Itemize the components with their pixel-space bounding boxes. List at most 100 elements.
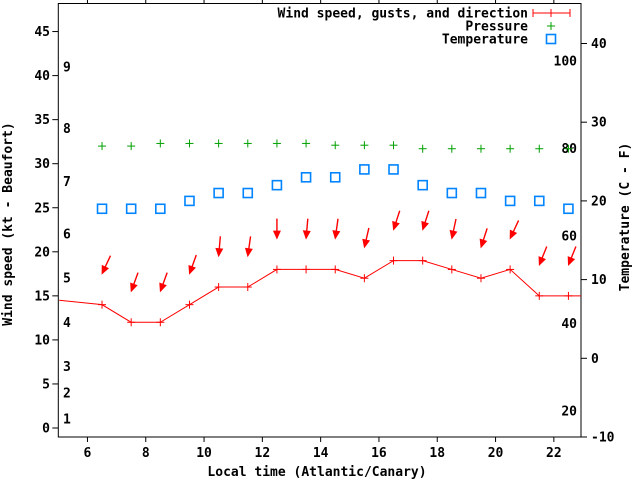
temperature-marker [184, 195, 195, 207]
kt-tick-label: 30 [34, 157, 50, 172]
beaufort-label: 7 [63, 175, 71, 190]
kt-tick-label: 5 [42, 377, 50, 392]
kt-tick-label: 40 [34, 69, 50, 84]
legend-temperature-sample [545, 33, 557, 45]
wind-direction-arrow-head [449, 229, 458, 240]
wind-direction-arrow-head [567, 256, 576, 266]
wind-direction-arrow [101, 255, 112, 275]
x-axis-title: Local time (Atlantic/Canary) [207, 465, 426, 480]
temperature-marker [388, 164, 399, 175]
wind-direction-arrow-head [421, 220, 429, 231]
wind-direction-arrow-head [302, 230, 311, 240]
temperature-marker [155, 203, 166, 215]
beaufort-label: 9 [63, 60, 71, 75]
wind-direction-arrow [479, 228, 488, 249]
kt-tick-label: 10 [34, 333, 50, 348]
kt-tick-label: 15 [34, 289, 50, 304]
wind-direction-arrow [449, 218, 458, 240]
wind-direction-arrow [159, 272, 168, 293]
x-axis-tick-label: 6 [84, 446, 92, 461]
fahrenheit-label: 20 [561, 404, 577, 419]
temperature-marker [475, 187, 487, 199]
beaufort-label: 5 [63, 272, 71, 287]
kt-tick-label: 20 [34, 245, 50, 260]
beaufort-label: 6 [63, 228, 71, 243]
beaufort-label: 3 [63, 360, 71, 375]
wind-direction-arrow-head [244, 247, 253, 258]
celsius-tick-label: 30 [591, 116, 607, 131]
fahrenheit-label: 40 [561, 317, 577, 332]
celsius-tick-label: 10 [591, 273, 607, 288]
y-left-axis-title: Wind speed (kt - Beaufort) [1, 122, 16, 326]
wind-direction-arrow [392, 210, 401, 231]
x-axis-tick-label: 10 [196, 446, 212, 461]
legend-label-wind: Wind speed, gusts, and direction [278, 7, 528, 22]
wind-direction-arrow-head [215, 247, 224, 258]
fahrenheit-label: 60 [561, 229, 577, 244]
wind-direction-arrow-head [159, 282, 167, 293]
temperature-marker [504, 195, 516, 207]
wind-direction-arrow [362, 227, 371, 249]
wind-direction-arrow [272, 218, 281, 240]
x-axis-tick-label: 18 [429, 446, 445, 461]
wind-direction-arrow-head [272, 230, 281, 240]
temperature-marker [533, 195, 545, 207]
fahrenheit-label: 80 [561, 142, 577, 157]
kt-tick-label: 0 [42, 422, 50, 437]
wind-direction-arrow [538, 246, 548, 266]
celsius-tick-label: 20 [591, 194, 607, 209]
kt-tick-label: 25 [34, 201, 50, 216]
wind-direction-arrow-head [332, 230, 341, 240]
kt-tick-label: 35 [34, 113, 50, 128]
x-axis-tick-label: 20 [488, 446, 504, 461]
temperature-marker [96, 203, 108, 215]
wind-speed-line [59, 260, 581, 323]
beaufort-label: 8 [63, 122, 71, 137]
wind-direction-arrow [421, 210, 430, 231]
temperature-marker [359, 164, 370, 175]
wind-direction-arrow-head [130, 282, 138, 293]
beaufort-label: 1 [63, 413, 71, 428]
y-right-axis-title: Temperature (C - F) [618, 143, 633, 292]
celsius-tick-label: 0 [591, 352, 599, 367]
wind-direction-arrow [130, 272, 139, 293]
x-axis-tick-label: 22 [546, 446, 562, 461]
temperature-marker [563, 203, 574, 215]
beaufort-label: 2 [63, 386, 71, 401]
celsius-tick-label: -10 [591, 431, 615, 446]
wind-direction-arrow-head [392, 220, 400, 231]
celsius-tick-label: 40 [591, 37, 607, 52]
wind-direction-arrow [332, 218, 341, 240]
temperature-marker [242, 187, 254, 199]
temperature-marker [125, 203, 137, 215]
wind-direction-arrow [567, 246, 577, 266]
wind-direction-arrow-head [101, 264, 110, 275]
fahrenheit-label: 100 [554, 54, 578, 69]
x-axis-tick-label: 14 [313, 446, 329, 461]
wind-direction-arrow [244, 236, 253, 258]
wind-direction-arrow [215, 236, 224, 258]
x-axis-tick-label: 8 [142, 446, 150, 461]
legend-label-pressure: Pressure [465, 20, 528, 35]
temperature-marker [213, 187, 224, 199]
x-axis-tick-label: 12 [255, 446, 271, 461]
temperature-marker [446, 187, 458, 199]
x-axis-tick-label: 16 [371, 446, 387, 461]
legend-label-temperature: Temperature [442, 33, 528, 48]
kt-tick-label: 45 [34, 25, 50, 40]
temperature-marker [329, 171, 341, 183]
temperature-marker [300, 171, 312, 183]
temperature-marker [271, 179, 283, 191]
wind-direction-arrow [509, 220, 520, 240]
wind-direction-arrow-head [509, 229, 518, 240]
beaufort-label: 4 [63, 316, 71, 331]
wind-direction-arrow-head [479, 238, 488, 249]
wind-direction-arrow-head [362, 238, 371, 249]
temperature-marker [417, 179, 428, 191]
wind-direction-arrow-head [538, 256, 546, 266]
wind-direction-arrow [302, 218, 311, 240]
wind-direction-arrow-head [188, 264, 196, 275]
wind-direction-arrow [188, 254, 197, 275]
